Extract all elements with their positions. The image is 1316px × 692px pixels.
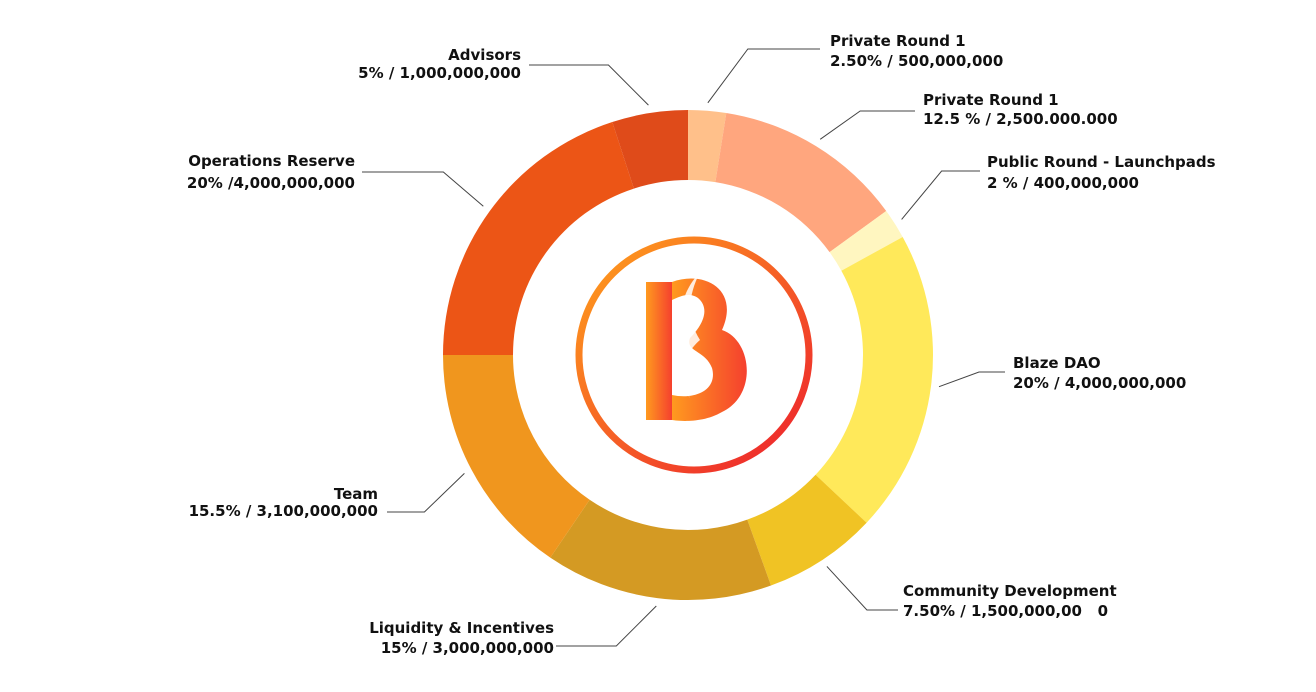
slice-name-community-development: Community Development [903,582,1117,600]
slice-liquidity-incentives [550,499,771,601]
slice-value-operations-reserve: 20% /4,000,000,000 [187,174,355,192]
slice-value-private-round-1a: 2.50% / 500,000,000 [830,52,1003,70]
slice-private-round-1b [715,113,887,253]
slice-labels: Private Round 1 2.50% / 500,000,000 Privat… [187,32,1216,657]
leader-line-operations-reserve [362,171,484,207]
slice-value-liquidity-incentives: 15% / 3,000,000,000 [381,639,554,657]
leader-line-blaze-dao [938,371,1005,388]
leader-line-private-round-1b [819,110,915,140]
slice-name-operations-reserve: Operations Reserve [188,152,355,170]
slice-private-round-1a [688,110,727,183]
slice-value-community-development: 7.50% / 1,500,000,00 0 [903,602,1108,620]
slice-team [443,355,590,558]
leader-line-community-development [826,566,898,611]
slice-advisors [612,110,688,189]
slice-public-round-launchpads [829,210,903,271]
slice-value-team: 15.5% / 3,100,000,000 [189,502,378,520]
slice-blaze-dao [815,236,933,523]
slice-community-development [747,474,867,586]
slice-name-private-round-1b: Private Round 1 [923,91,1059,109]
slice-value-private-round-1b: 12.5 % / 2,500.000.000 [923,110,1118,128]
slice-value-advisors: 5% / 1,000,000,000 [358,64,521,82]
slice-name-blaze-dao: Blaze DAO [1013,354,1101,372]
leader-line-public-round-launchpads [901,170,980,220]
slice-name-private-round-1a: Private Round 1 [830,32,966,50]
slice-operations-reserve [443,121,634,355]
blaze-logo [575,236,813,474]
leader-line-advisors [529,64,649,106]
leader-line-private-round-1a [707,48,820,104]
slice-name-public-round-launchpads: Public Round - Launchpads [987,153,1216,171]
slice-value-public-round-launchpads: 2 % / 400,000,000 [987,174,1139,192]
leader-line-team [387,473,465,513]
slice-name-liquidity-incentives: Liquidity & Incentives [369,619,554,637]
slice-name-team: Team [334,485,378,503]
leader-line-liquidity-incentives [556,605,657,647]
donut-slices [443,110,933,601]
slice-value-blaze-dao: 20% / 4,000,000,000 [1013,374,1186,392]
slice-name-advisors: Advisors [448,46,521,64]
